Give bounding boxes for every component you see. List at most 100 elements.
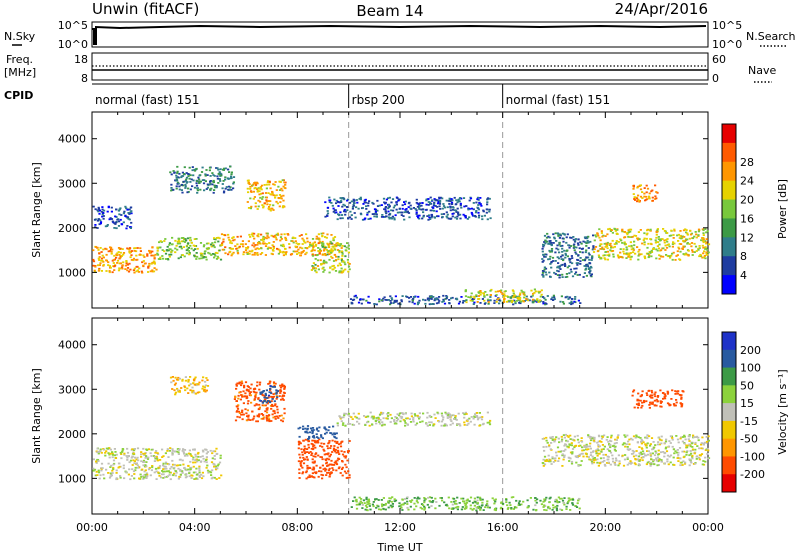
scatter-cell — [344, 214, 346, 216]
nsky-tick-bottom: 10^0 — [58, 38, 88, 51]
scatter-cell — [390, 300, 392, 302]
scatter-cell — [206, 456, 208, 458]
scatter-cell — [390, 421, 392, 423]
scatter-cell — [684, 443, 686, 445]
scatter-cell — [657, 241, 659, 243]
scatter-cell — [306, 238, 308, 240]
scatter-cell — [650, 255, 652, 257]
scatter-cell — [388, 507, 390, 509]
scatter-cell — [452, 209, 454, 211]
scatter-cell — [429, 424, 431, 426]
scatter-cell — [369, 425, 371, 427]
scatter-cell — [212, 457, 214, 459]
scatter-cell — [190, 468, 192, 470]
scatter-cell — [181, 175, 183, 177]
scatter-cell — [563, 434, 565, 436]
scatter-cell — [230, 173, 232, 175]
scatter-cell — [348, 450, 350, 452]
scatter-cell — [171, 237, 173, 239]
scatter-cell — [195, 468, 197, 470]
scatter-cell — [198, 182, 200, 184]
scatter-cell — [617, 254, 619, 256]
scatter-cell — [261, 413, 263, 415]
scatter-cell — [385, 210, 387, 212]
scatter-cell — [553, 242, 555, 244]
scatter-cell — [574, 296, 576, 298]
scatter-cell — [227, 177, 229, 179]
scatter-cell — [670, 235, 672, 237]
scatter-cell — [169, 242, 171, 244]
scatter-cell — [565, 242, 567, 244]
scatter-cell — [589, 273, 591, 275]
scatter-cell — [397, 200, 399, 202]
scatter-cell — [193, 466, 195, 468]
station-title: Unwin (fitACF) — [92, 0, 199, 18]
scatter-cell — [637, 186, 639, 188]
scatter-cell — [683, 246, 685, 248]
scatter-cell — [563, 497, 565, 499]
scatter-cell — [415, 505, 417, 507]
scatter-cell — [345, 413, 347, 415]
scatter-cell — [317, 237, 319, 239]
scatter-cell — [402, 295, 404, 297]
scatter-cell — [589, 445, 591, 447]
scatter-cell — [464, 215, 466, 217]
scatter-cell — [208, 248, 210, 250]
scatter-cell — [643, 401, 645, 403]
scatter-cell — [525, 298, 527, 300]
scatter-cell — [401, 214, 403, 216]
scatter-cell — [199, 189, 201, 191]
scatter-cell — [577, 254, 579, 256]
scatter-cell — [165, 468, 167, 470]
y-tick-label: 3000 — [58, 177, 86, 190]
scatter-cell — [477, 502, 479, 504]
scatter-cell — [147, 457, 149, 459]
scatter-cell — [620, 256, 622, 258]
scatter-cell — [360, 213, 362, 215]
scatter-cell — [585, 250, 587, 252]
scatter-cell — [258, 206, 260, 208]
scatter-cell — [321, 243, 323, 245]
scatter-cell — [154, 267, 156, 269]
scatter-cell — [564, 257, 566, 259]
scatter-cell — [653, 441, 655, 443]
scatter-cell — [428, 421, 430, 423]
scatter-cell — [279, 392, 281, 394]
scatter-cell — [669, 257, 671, 259]
scatter-cell — [181, 237, 183, 239]
scatter-cell — [113, 227, 115, 229]
scatter-cell — [142, 448, 144, 450]
scatter-cell — [306, 252, 308, 254]
scatter-cell — [133, 462, 135, 464]
scatter-cell — [666, 232, 668, 234]
scatter-cell — [494, 300, 496, 302]
scatter-cell — [575, 271, 577, 273]
scatter-cell — [477, 212, 479, 214]
scatter-cell — [387, 207, 389, 209]
scatter-cell — [569, 247, 571, 249]
scatter-cell — [573, 440, 575, 442]
scatter-cell — [392, 503, 394, 505]
scatter-cell — [469, 500, 471, 502]
scatter-cell — [320, 259, 322, 261]
scatter-cell — [581, 446, 583, 448]
scatter-cell — [647, 454, 649, 456]
scatter-cell — [536, 298, 538, 300]
scatter-cell — [115, 457, 117, 459]
scatter-cell — [194, 245, 196, 247]
scatter-cell — [431, 216, 433, 218]
scatter-cell — [229, 166, 231, 168]
scatter-cell — [228, 237, 230, 239]
scatter-cell — [249, 388, 251, 390]
scatter-cell — [146, 449, 148, 451]
scatter-cell — [101, 206, 103, 208]
scatter-cell — [295, 246, 297, 248]
scatter-cell — [604, 259, 606, 261]
scatter-cell — [579, 263, 581, 265]
scatter-cell — [655, 258, 657, 260]
scatter-cell — [337, 258, 339, 260]
scatter-cell — [592, 245, 594, 247]
scatter-cell — [555, 232, 557, 234]
nsearch-label: N.Search — [746, 30, 796, 43]
